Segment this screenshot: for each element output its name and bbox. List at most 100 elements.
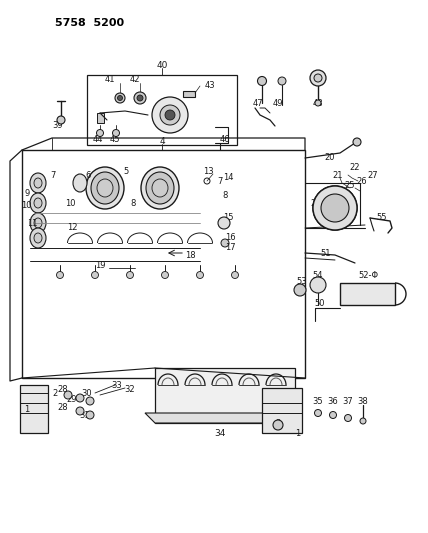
Text: 46: 46 (220, 135, 230, 144)
Text: 24: 24 (333, 187, 343, 196)
Circle shape (76, 394, 84, 402)
Circle shape (321, 194, 349, 222)
Text: 16: 16 (225, 233, 235, 243)
Text: 37: 37 (343, 397, 354, 406)
Text: 35: 35 (313, 397, 323, 406)
Text: 1: 1 (295, 429, 300, 438)
Circle shape (330, 411, 336, 418)
Circle shape (64, 391, 72, 399)
Circle shape (310, 277, 326, 293)
Text: 19: 19 (95, 261, 105, 270)
Text: 9: 9 (24, 189, 30, 198)
Text: 17: 17 (225, 244, 235, 253)
Circle shape (118, 95, 122, 101)
Text: 7: 7 (51, 171, 56, 180)
Text: 34: 34 (214, 429, 226, 438)
Text: 5: 5 (123, 166, 129, 175)
Text: 50: 50 (315, 298, 325, 308)
Ellipse shape (34, 218, 42, 228)
Text: 8: 8 (130, 198, 136, 207)
Text: 52-Φ: 52-Φ (358, 271, 378, 279)
Text: 47: 47 (253, 99, 263, 108)
Circle shape (196, 271, 203, 279)
Text: 27: 27 (368, 171, 378, 180)
Text: 8: 8 (222, 190, 228, 199)
Circle shape (313, 186, 357, 230)
Text: 22: 22 (350, 164, 360, 173)
Ellipse shape (152, 179, 168, 197)
Text: 40: 40 (156, 61, 168, 69)
Ellipse shape (34, 178, 42, 188)
Text: 39: 39 (53, 122, 63, 131)
Circle shape (294, 284, 306, 296)
Circle shape (113, 130, 119, 136)
Circle shape (57, 116, 65, 124)
Ellipse shape (97, 179, 113, 197)
Text: 54: 54 (313, 271, 323, 279)
Text: 38: 38 (358, 397, 369, 406)
Text: 15: 15 (223, 214, 233, 222)
Circle shape (315, 100, 321, 106)
Bar (97, 113, 104, 123)
Text: 51: 51 (321, 248, 331, 257)
Text: 20: 20 (325, 154, 335, 163)
Text: 28: 28 (58, 385, 68, 394)
Text: 53: 53 (297, 277, 307, 286)
Bar (262, 388, 302, 433)
Text: 1: 1 (24, 406, 30, 415)
Circle shape (127, 271, 134, 279)
Circle shape (86, 397, 94, 405)
Ellipse shape (30, 213, 46, 233)
Circle shape (86, 411, 94, 419)
Ellipse shape (141, 167, 179, 209)
Text: 23: 23 (311, 198, 321, 207)
Text: 18: 18 (185, 251, 195, 260)
Bar (340, 283, 395, 305)
Text: 5758  5200: 5758 5200 (55, 18, 124, 28)
Text: 44: 44 (93, 135, 103, 144)
Circle shape (345, 415, 351, 422)
Circle shape (96, 130, 104, 136)
Polygon shape (145, 413, 295, 423)
Circle shape (310, 70, 326, 86)
Text: 14: 14 (223, 174, 233, 182)
Text: 4: 4 (159, 136, 165, 146)
Circle shape (258, 77, 267, 85)
Text: 48: 48 (313, 99, 323, 108)
Ellipse shape (34, 233, 42, 243)
Text: 31: 31 (80, 410, 90, 419)
Circle shape (232, 271, 238, 279)
Ellipse shape (73, 174, 87, 192)
Circle shape (160, 105, 180, 125)
Text: 21: 21 (333, 171, 343, 180)
Ellipse shape (30, 193, 46, 213)
Ellipse shape (146, 172, 174, 204)
Ellipse shape (34, 198, 42, 208)
Bar (22, 150, 305, 378)
Text: 6: 6 (85, 171, 91, 180)
Bar (20, 385, 48, 433)
Circle shape (221, 239, 229, 247)
Circle shape (360, 418, 366, 424)
Text: 43: 43 (205, 82, 215, 91)
Text: 55: 55 (377, 214, 387, 222)
Text: 29: 29 (67, 394, 77, 403)
Bar (183, 91, 195, 97)
Text: 49: 49 (273, 99, 283, 108)
Circle shape (56, 271, 63, 279)
Text: 10: 10 (65, 198, 75, 207)
Text: 25: 25 (345, 182, 355, 190)
Text: 3: 3 (275, 418, 281, 427)
Text: 13: 13 (203, 166, 213, 175)
Circle shape (278, 77, 286, 85)
Text: 36: 36 (327, 397, 339, 406)
Circle shape (353, 138, 361, 146)
Text: 30: 30 (82, 389, 92, 398)
Circle shape (152, 97, 188, 133)
Circle shape (218, 217, 230, 229)
Circle shape (165, 110, 175, 120)
Circle shape (92, 271, 98, 279)
Polygon shape (155, 368, 295, 423)
Ellipse shape (30, 228, 46, 248)
Circle shape (161, 271, 169, 279)
